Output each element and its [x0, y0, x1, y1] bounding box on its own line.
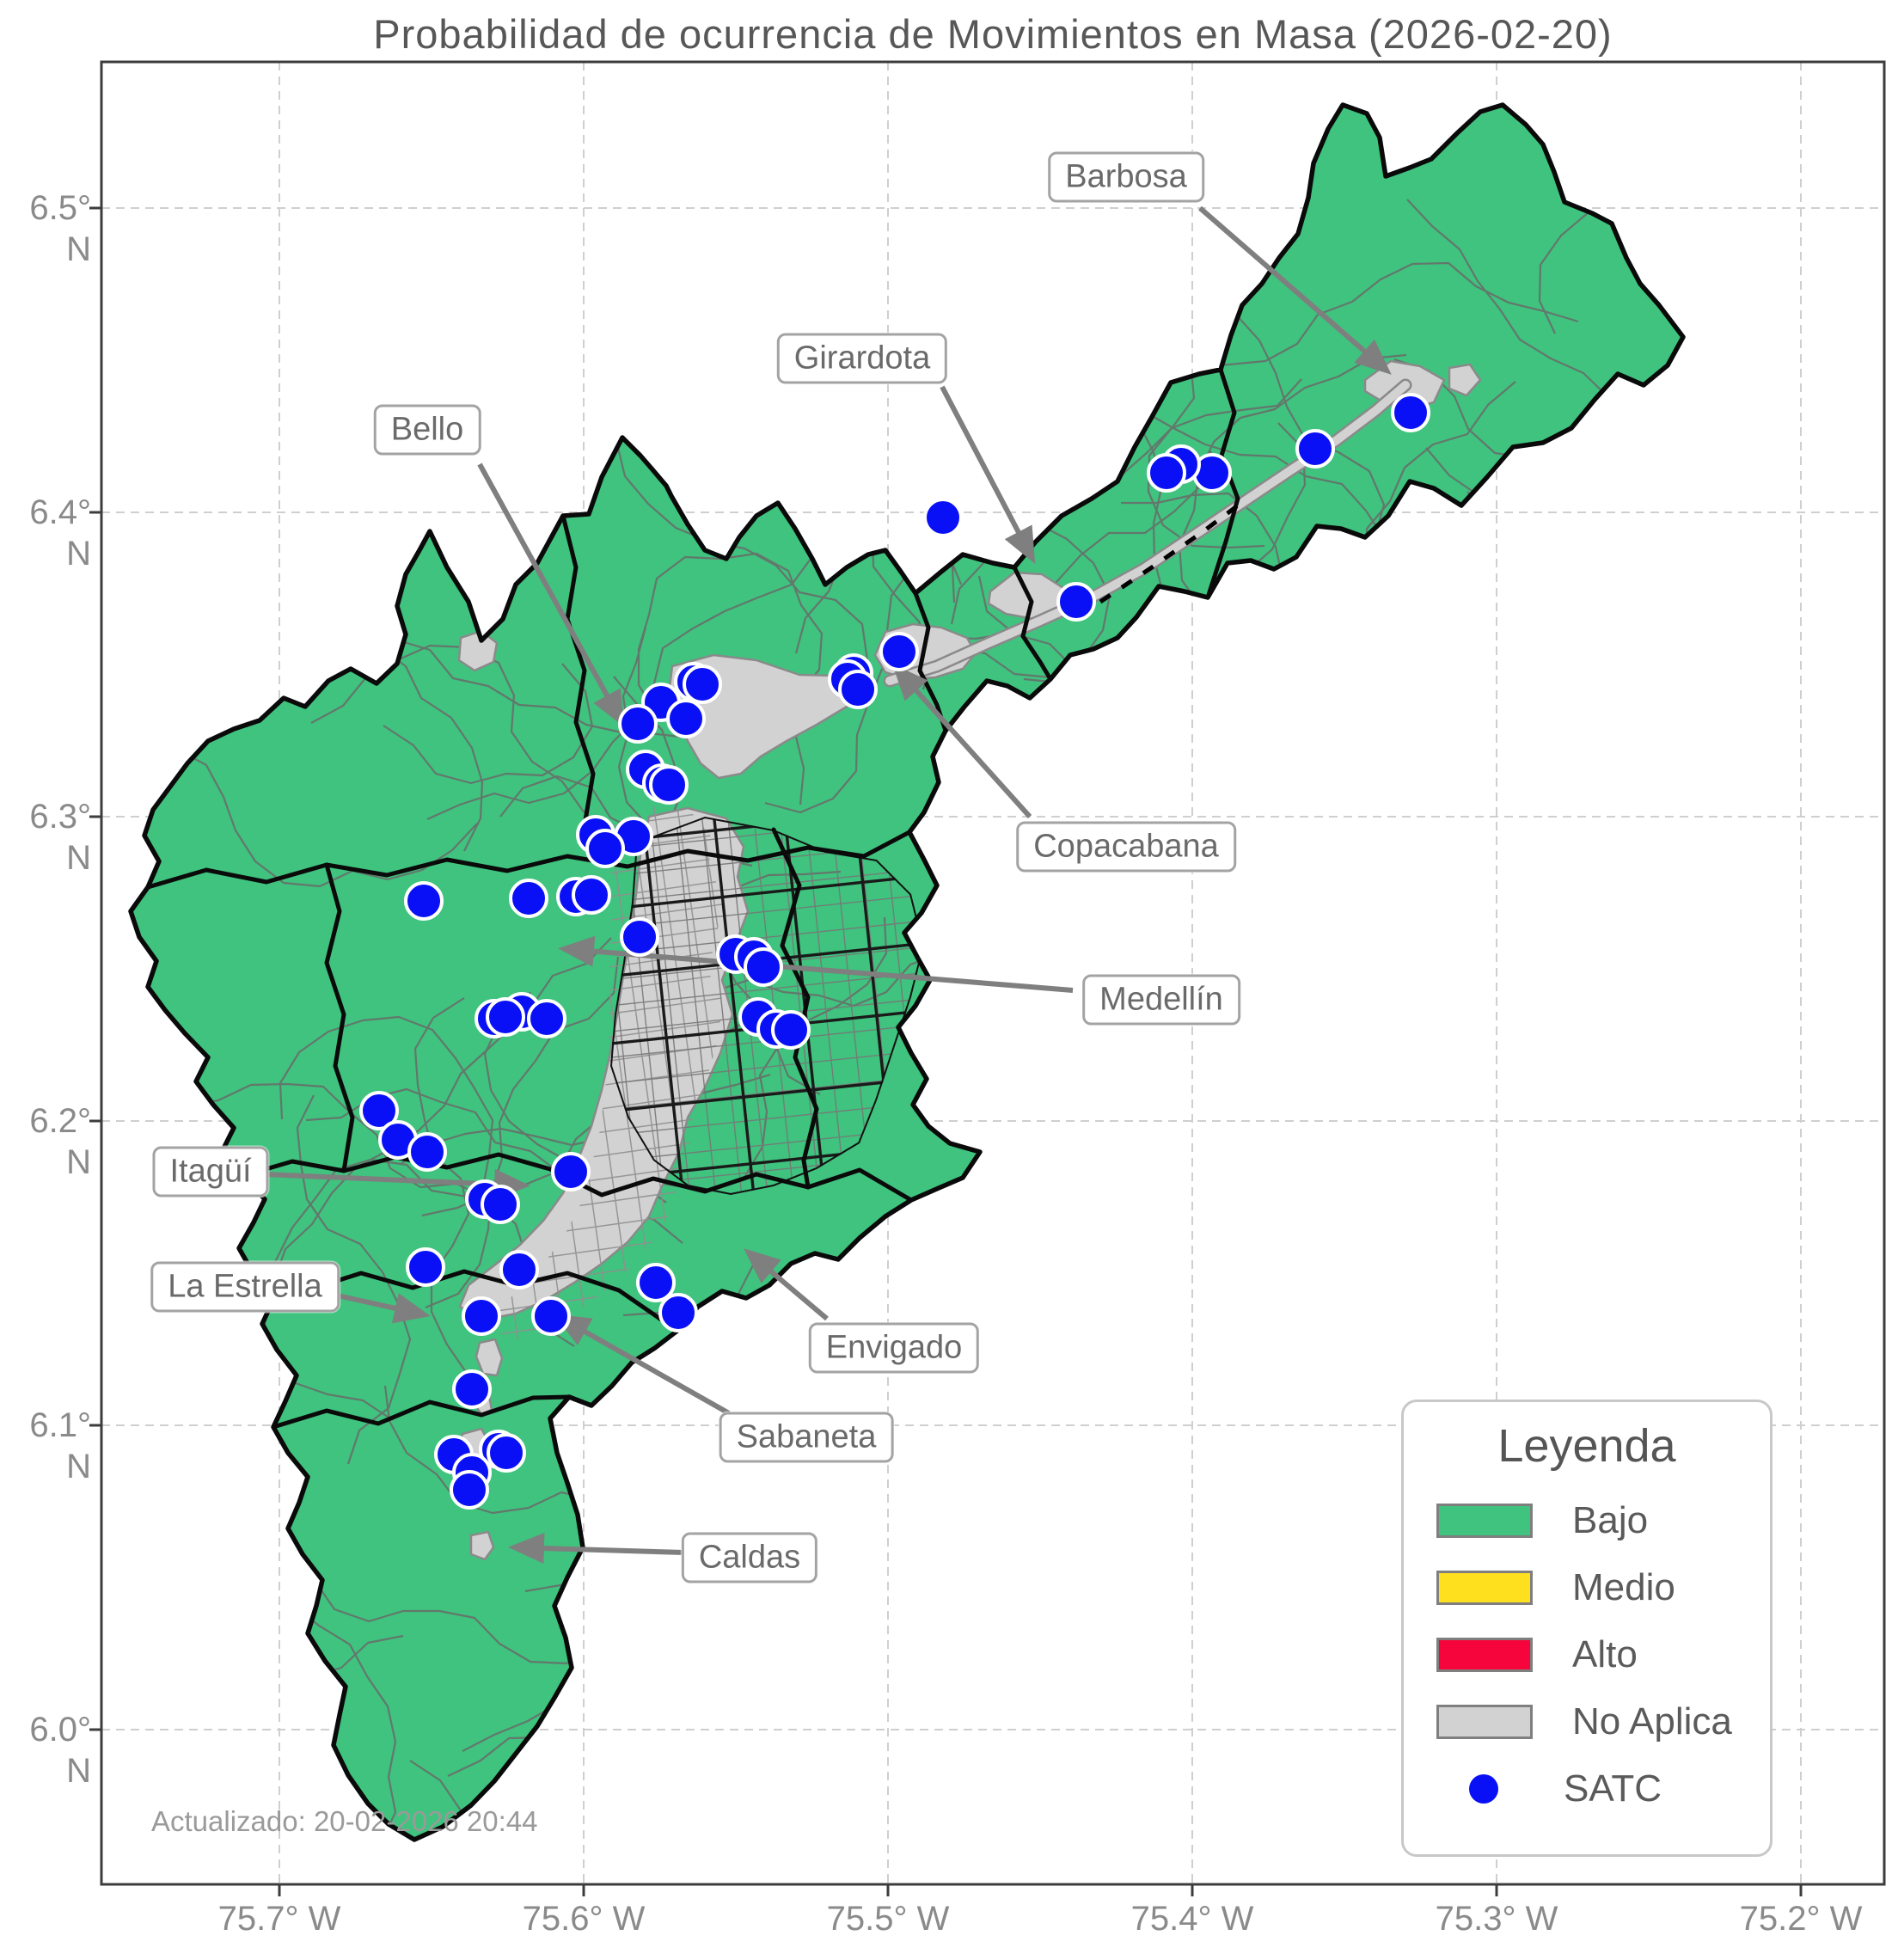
- city-label-caldas: Caldas: [681, 1532, 818, 1583]
- legend-label: No Aplica: [1572, 1700, 1732, 1743]
- legend-swatch-alto: [1436, 1638, 1533, 1672]
- satc-dot: [879, 632, 919, 671]
- x-tick-label: 75.4° W: [1130, 1900, 1254, 1938]
- legend-label: Bajo: [1572, 1499, 1649, 1541]
- city-arrow-bello: [477, 462, 625, 727]
- city-arrow-envigado: [744, 1248, 829, 1321]
- city-arrow-medellin: [558, 935, 1074, 993]
- x-tick-label: 75.2° W: [1739, 1900, 1863, 1938]
- city-arrow-barbosa: [1198, 205, 1392, 375]
- legend-label: Alto: [1572, 1633, 1638, 1675]
- satc-dot: [531, 1296, 571, 1336]
- legend-item-satc: SATC: [1436, 1767, 1770, 1810]
- satc-dot: [407, 1132, 447, 1172]
- city-arrow-copacabana: [891, 664, 1032, 819]
- satc-dot: [527, 999, 566, 1038]
- satc-dot: [406, 1247, 445, 1287]
- satc-dot: [487, 1433, 526, 1473]
- city-label-sabaneta: Sabaneta: [719, 1412, 894, 1463]
- city-label-barbosa: Barbosa: [1048, 151, 1204, 203]
- city-arrow-girardota: [940, 385, 1036, 564]
- satc-dot: [620, 917, 659, 957]
- satc-stations: [359, 393, 1430, 1510]
- y-tick-label: 6.3° N: [29, 798, 91, 877]
- urban-area: [1448, 363, 1482, 397]
- satc-dot: [636, 1263, 676, 1302]
- satc-dot: [923, 498, 963, 537]
- legend-item-medio: Medio: [1436, 1566, 1770, 1608]
- legend-item-no-aplica: No Aplica: [1436, 1700, 1770, 1743]
- legend-swatch-medio: [1436, 1571, 1533, 1605]
- plot-frame: [100, 60, 1886, 1886]
- satc-dot: [838, 670, 878, 709]
- satc-dot: [1147, 453, 1186, 493]
- satc-dot: [404, 881, 444, 921]
- legend-title: Leyenda: [1497, 1420, 1676, 1472]
- satc-dot: [649, 765, 689, 805]
- satc-dot: [618, 704, 658, 744]
- page-title: Probabilidad de ocurrencia de Movimiento…: [373, 11, 1613, 57]
- city-arrow-sabaneta: [554, 1314, 731, 1416]
- city-arrow-la-estrella: [333, 1292, 431, 1324]
- satc-dot: [452, 1369, 492, 1409]
- satc-dot: [551, 1152, 591, 1191]
- urban-area: [469, 1530, 495, 1561]
- city-arrow-caldas: [508, 1533, 685, 1565]
- y-tick-label: 6.2° N: [29, 1102, 91, 1181]
- satc-dot: [572, 875, 611, 915]
- legend-swatch-bajo: [1436, 1504, 1533, 1538]
- legend-label: SATC: [1564, 1767, 1662, 1810]
- city-arrows: [264, 205, 1392, 1565]
- satc-dot: [481, 1185, 520, 1224]
- satc-dot: [509, 879, 548, 918]
- city-label-bello: Bello: [373, 404, 481, 456]
- satc-dot: [585, 829, 625, 868]
- satc-dot: [744, 947, 783, 987]
- satc-dot: [771, 1010, 811, 1050]
- river: [885, 381, 1410, 685]
- city-label-envigado: Envigado: [808, 1322, 980, 1374]
- city-label-itagui: Itagüí: [152, 1146, 269, 1197]
- y-tick-label: 6.5° N: [29, 189, 91, 268]
- satc-dot: [683, 665, 722, 704]
- city-label-medellin: Medellín: [1082, 974, 1240, 1026]
- satc-dot: [666, 699, 706, 738]
- satc-dot: [1056, 582, 1096, 622]
- legend: Leyenda Bajo Medio Alto No Aplica SATC: [1401, 1400, 1773, 1857]
- city-label-la-estrella: La Estrella: [150, 1261, 340, 1313]
- legend-item-alto: Alto: [1436, 1633, 1770, 1675]
- city-label-copacabana: Copacabana: [1016, 821, 1236, 873]
- updated-timestamp: Actualizado: 20-02-2026 20:44: [151, 1805, 538, 1837]
- y-tick-label: 6.0° N: [29, 1711, 91, 1790]
- satc-dot: [1391, 393, 1430, 432]
- river-dashed-line: [1099, 504, 1240, 604]
- legend-swatch-no-aplica: [1436, 1705, 1533, 1739]
- y-tick-label: 6.1° N: [29, 1406, 91, 1485]
- legend-label: Medio: [1572, 1566, 1675, 1608]
- tick-marks: [89, 206, 1803, 1896]
- satc-dot: [499, 1250, 539, 1289]
- x-tick-label: 75.5° W: [826, 1900, 950, 1938]
- satc-dot: [658, 1293, 698, 1332]
- x-tick-label: 75.7° W: [217, 1900, 341, 1938]
- y-tick-label: 6.4° N: [29, 493, 91, 573]
- satc-dot-icon: [1469, 1774, 1498, 1804]
- satc-dot: [450, 1470, 489, 1510]
- satc-dot: [1295, 429, 1335, 469]
- region-fill: [131, 105, 1683, 1840]
- city-label-girardota: Girardota: [776, 333, 948, 384]
- urban-area: [475, 1338, 504, 1377]
- satc-dot: [486, 997, 525, 1037]
- satc-dot: [462, 1296, 501, 1336]
- satc-dot: [359, 1091, 399, 1130]
- legend-item-bajo: Bajo: [1436, 1499, 1770, 1541]
- x-tick-label: 75.3° W: [1435, 1900, 1558, 1938]
- x-tick-label: 75.6° W: [522, 1900, 646, 1938]
